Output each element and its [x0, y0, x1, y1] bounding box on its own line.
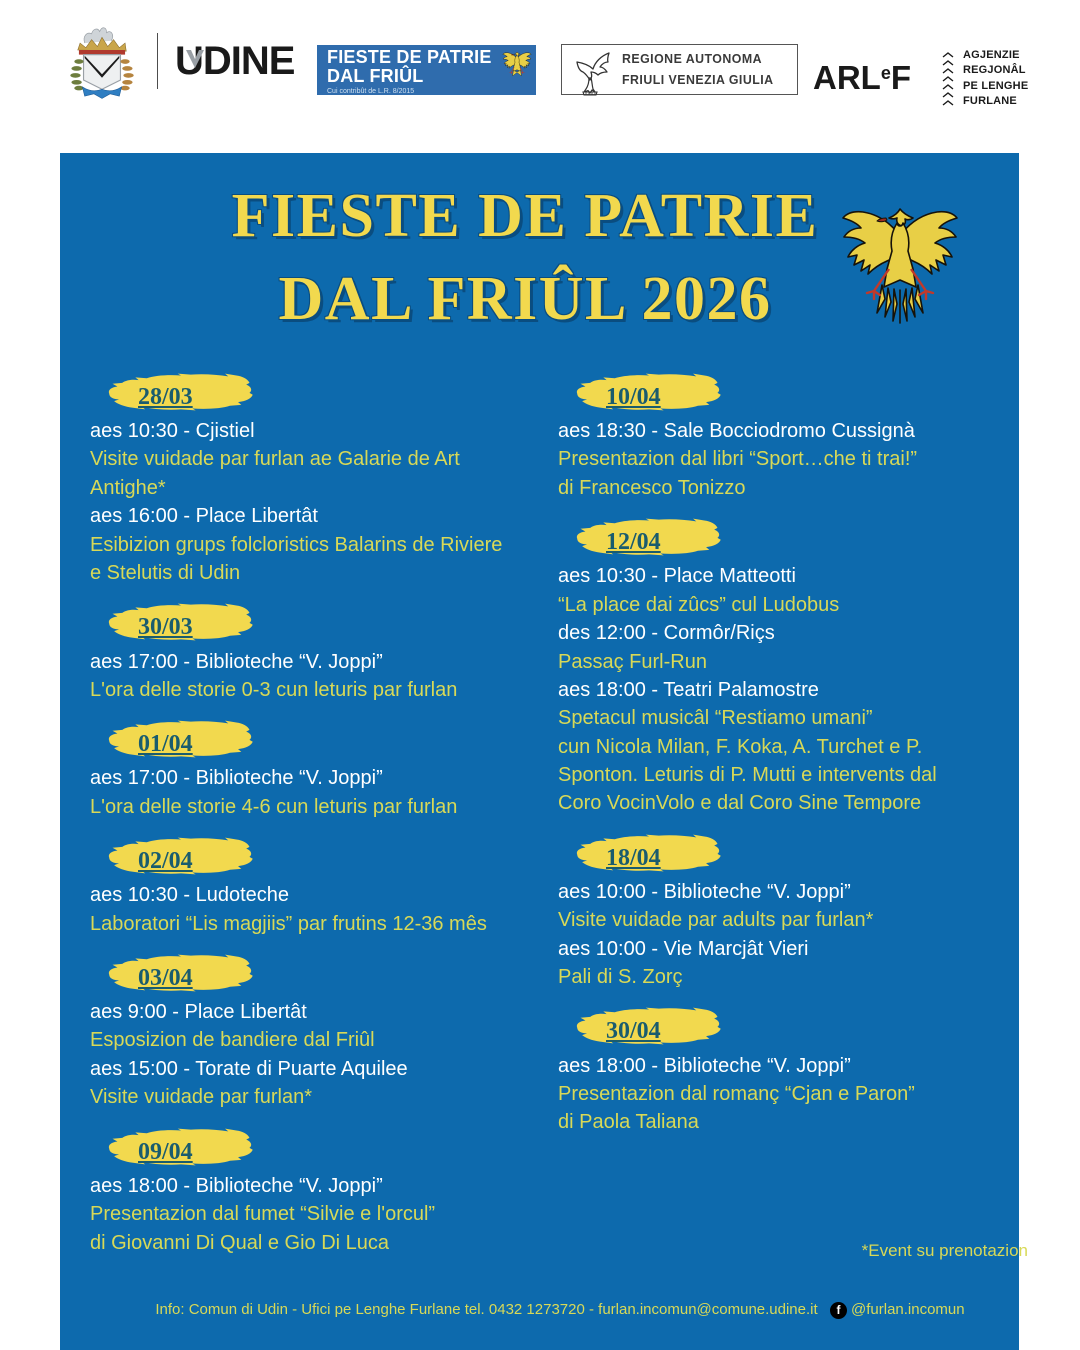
svg-text:ARLeF: ARLeF: [813, 59, 911, 96]
